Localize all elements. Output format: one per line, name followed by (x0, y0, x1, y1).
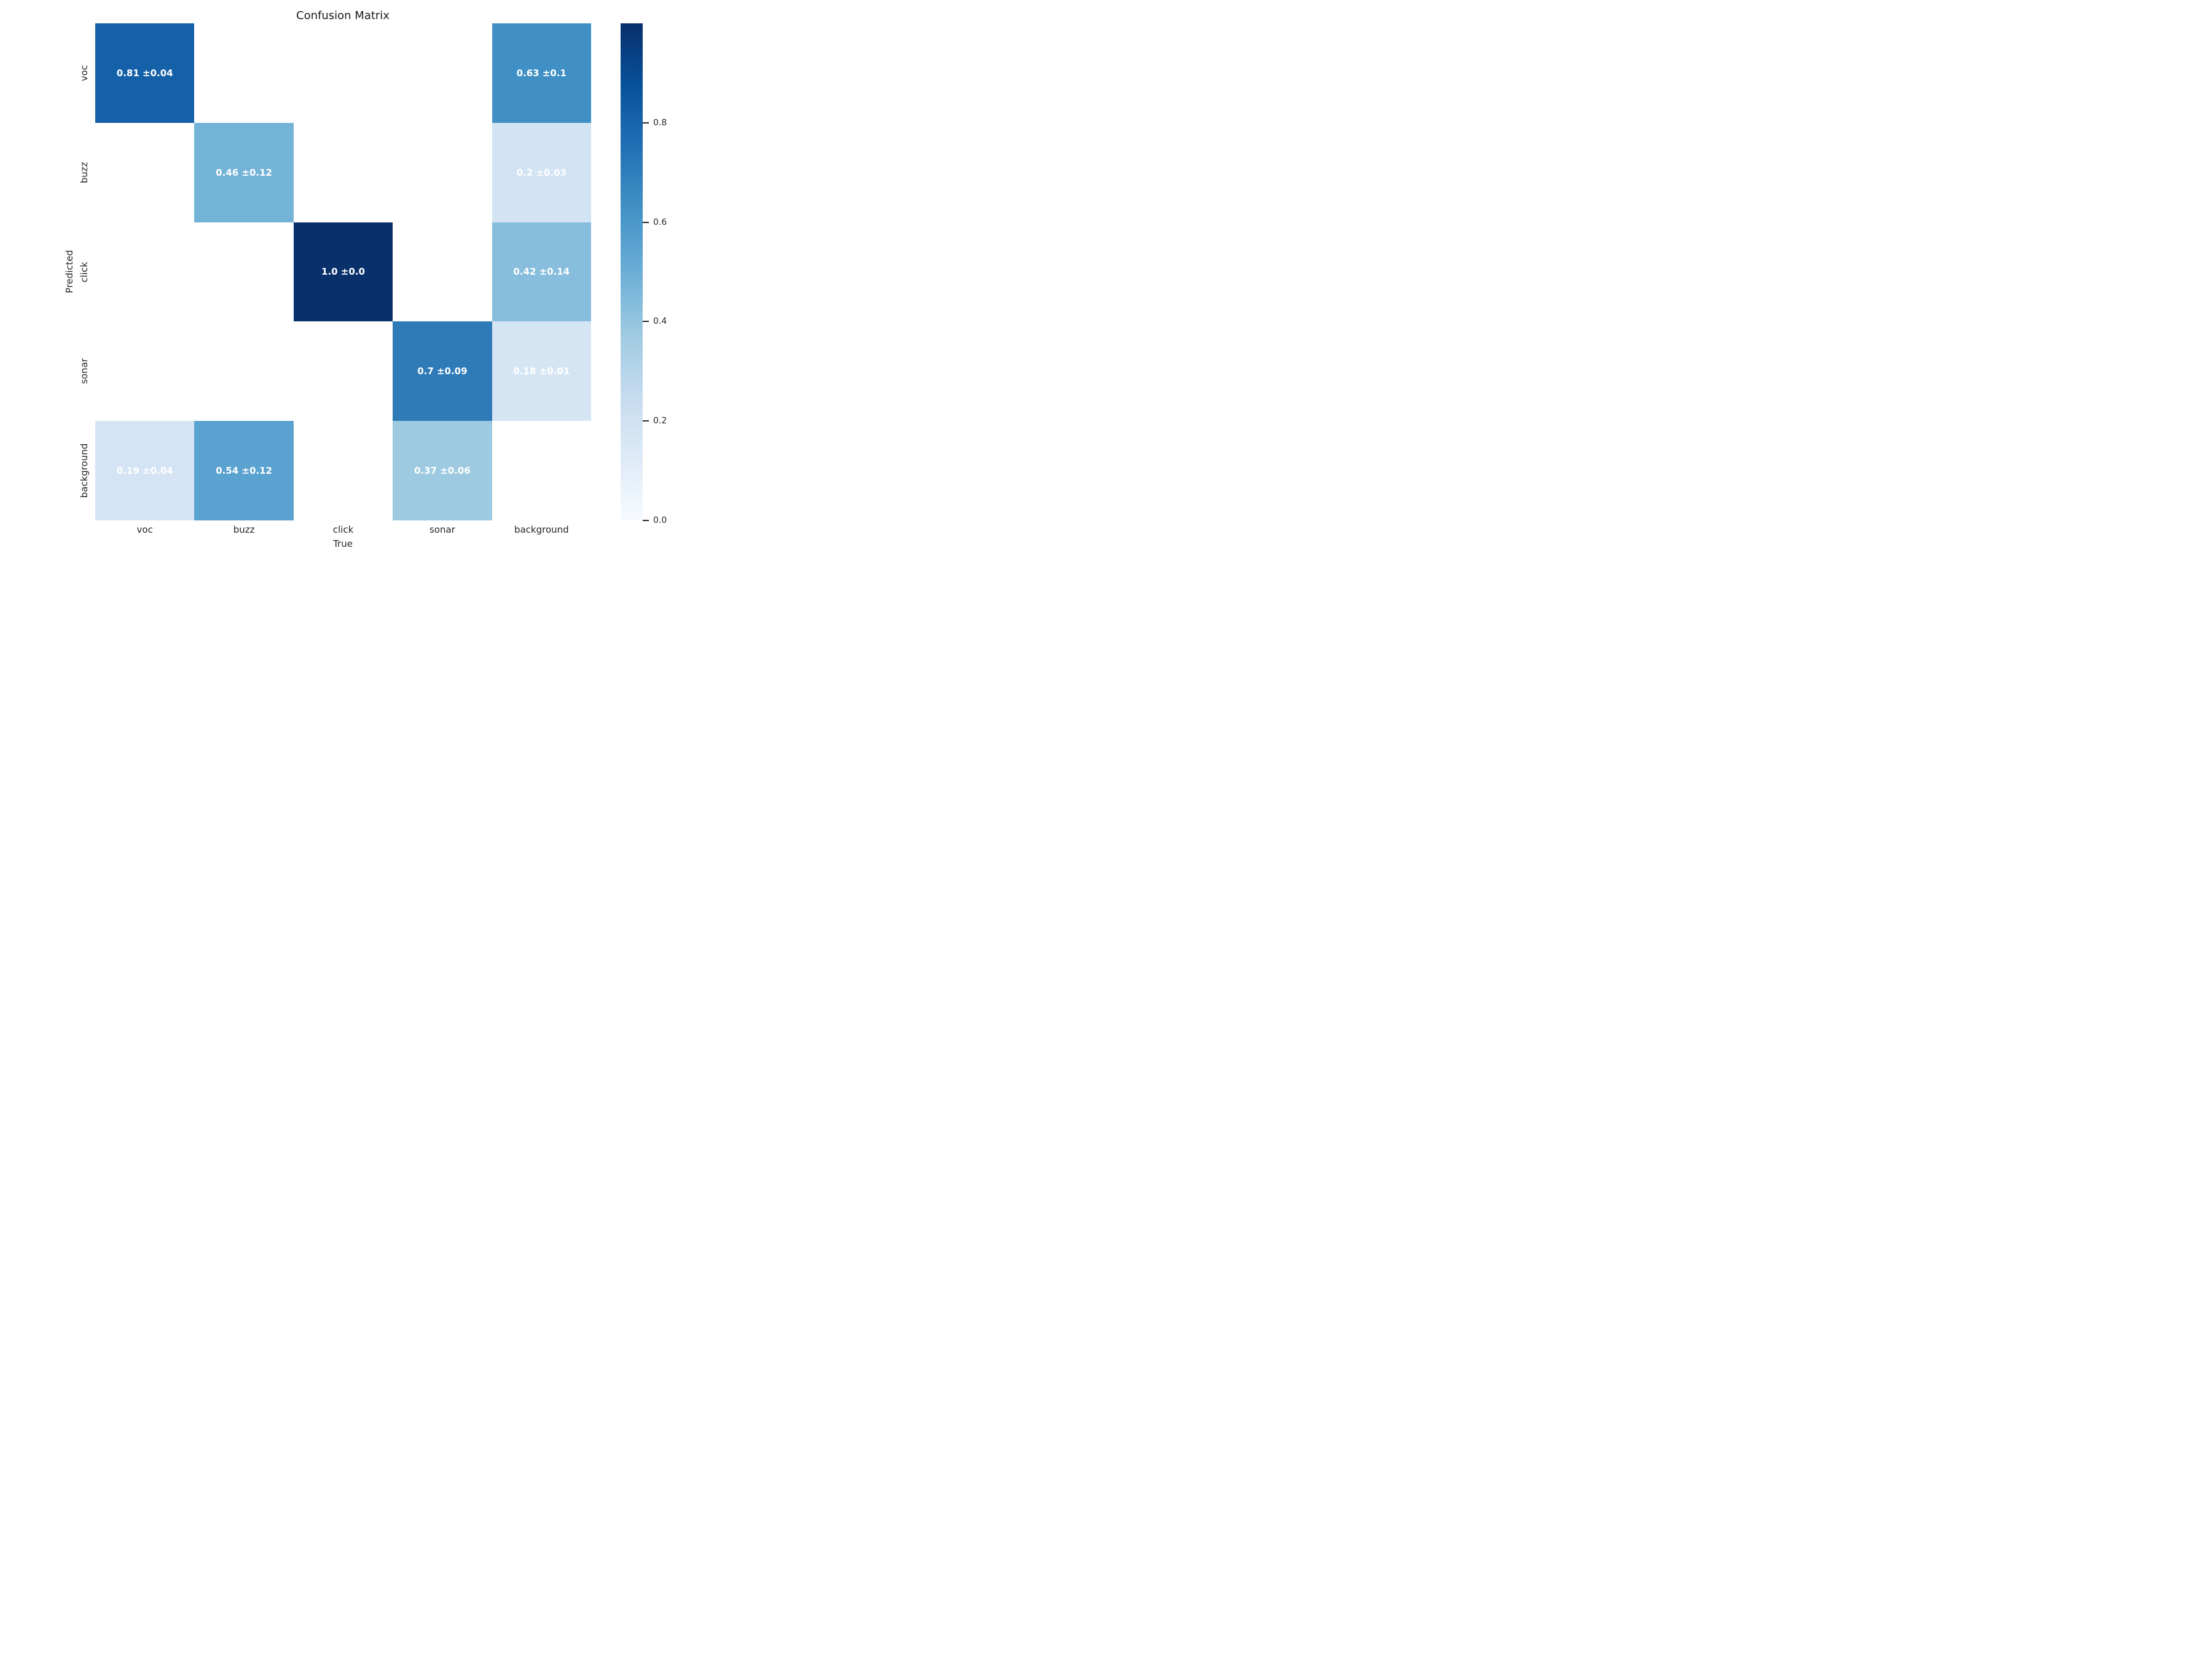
colorbar-ticks: 0.8 0.6 0.4 0.2 0.0 (643, 23, 680, 525)
heatmap-cell: 0.42 ±0.14 (492, 222, 591, 322)
colorbar-tick-label: 0.4 (653, 316, 667, 327)
x-axis-tick-labels: voc buzz click sonar background (95, 524, 591, 538)
y-tick-label: click (79, 261, 90, 283)
colorbar-gradient (621, 23, 643, 520)
heatmap-grid: 0.81 ±0.04 0.63 ±0.1 0.46 ±0.12 0.2 ±0.03 1.… (95, 23, 591, 520)
colorbar-tick-label: 0.6 (653, 217, 667, 227)
y-tick-label: sonar (79, 358, 90, 385)
colorbar-tick-mark (643, 520, 649, 521)
y-tick-label: buzz (79, 162, 90, 184)
heatmap-cell: 0.18 ±0.01 (492, 321, 591, 422)
heatmap-cell: 0.54 ±0.12 (194, 421, 294, 520)
heatmap-cell: 0.19 ±0.04 (95, 421, 195, 520)
cell-annotation: 1.0 ±0.0 (321, 266, 365, 278)
confusion-matrix-figure: Confusion Matrix 0.81 ±0.04 0.63 ±0.1 0.46… (0, 0, 737, 553)
cell-annotation: 0.81 ±0.04 (116, 67, 173, 79)
heatmap-cell: 0.7 ±0.09 (393, 321, 492, 422)
x-tick-label: sonar (429, 524, 455, 535)
y-axis-label: Predicted (64, 249, 75, 294)
heatmap-cell: 0.37 ±0.06 (393, 421, 492, 520)
y-tick-label: voc (79, 65, 90, 82)
cell-annotation: 0.2 ±0.03 (516, 167, 567, 178)
y-axis-tick-labels: voc buzz click sonar background (75, 23, 93, 520)
cell-annotation: 0.7 ±0.09 (417, 366, 468, 377)
colorbar-tick-label: 0.0 (653, 516, 667, 525)
colorbar-tick-label: 0.2 (653, 416, 667, 426)
y-tick-label: background (79, 443, 90, 498)
colorbar-tick-mark (643, 321, 649, 323)
cell-annotation: 0.18 ±0.01 (513, 366, 570, 377)
heatmap-cell: 0.2 ±0.03 (492, 122, 591, 222)
chart-title: Confusion Matrix (296, 9, 390, 22)
x-axis-label: True (333, 538, 353, 549)
x-tick-label: background (514, 524, 569, 535)
cell-annotation: 0.37 ±0.06 (414, 465, 471, 477)
colorbar-tick-mark (643, 221, 649, 223)
heatmap-cell: 1.0 ±0.0 (293, 222, 393, 322)
x-tick-label: voc (136, 524, 153, 535)
cell-annotation: 0.19 ±0.04 (116, 465, 173, 477)
colorbar-tick-mark (643, 420, 649, 422)
heatmap-cell: 0.46 ±0.12 (194, 122, 294, 222)
cell-annotation: 0.54 ±0.12 (216, 465, 272, 477)
colorbar-tick-label: 0.8 (653, 117, 667, 128)
heatmap-cell: 0.63 ±0.1 (492, 23, 591, 123)
x-tick-label: buzz (233, 524, 255, 535)
cell-annotation: 0.46 ±0.12 (216, 167, 272, 178)
x-tick-label: click (332, 524, 354, 535)
heatmap-cell: 0.81 ±0.04 (95, 23, 195, 123)
cell-annotation: 0.63 ±0.1 (516, 67, 567, 79)
cell-annotation: 0.42 ±0.14 (513, 266, 570, 278)
colorbar-tick-mark (643, 122, 649, 124)
